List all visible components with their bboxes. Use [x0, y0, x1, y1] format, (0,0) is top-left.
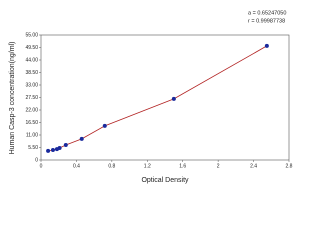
y-tick-label: 11.00 — [26, 132, 38, 138]
x-tick-label: 0.4 — [73, 163, 80, 169]
x-tick-label: 2.4 — [250, 163, 257, 169]
x-tick-label: 0 — [40, 163, 43, 169]
y-tick-label: 49.50 — [25, 45, 38, 51]
x-tick-label: 1.2 — [144, 163, 151, 169]
fit-curve — [48, 45, 268, 152]
x-tick-label: 2.8 — [286, 163, 293, 169]
stat-a: a = 0.65247050 — [248, 10, 286, 16]
x-axis-label: Optical Density — [141, 177, 189, 184]
x-tick-label: 2 — [217, 163, 220, 169]
y-tick-label: 16.50 — [25, 120, 38, 126]
point — [63, 143, 68, 147]
plot-frame — [40, 34, 290, 161]
y-tick-label: 0 — [35, 157, 38, 163]
chart: a = 0.65247050 r = 0.99987738 Optical De… — [9, 10, 293, 184]
point — [46, 148, 51, 153]
point — [264, 43, 269, 48]
point — [57, 145, 62, 150]
y-tick-label: 27.50 — [25, 95, 38, 101]
y-tick-label: 33.00 — [25, 82, 38, 88]
x-tick-label: 0.8 — [108, 163, 115, 169]
stat-r: r = 0.99987738 — [248, 18, 285, 24]
y-tick-label: 5.50 — [28, 145, 38, 151]
point — [171, 96, 176, 101]
point — [79, 136, 84, 141]
point — [102, 123, 107, 128]
point — [50, 148, 55, 152]
y-tick-label: 38.50 — [25, 70, 38, 76]
x-tick-label: 1.6 — [179, 163, 186, 169]
y-tick-label: 55.00 — [25, 32, 38, 38]
y-axis-label: Human Casp-3 concentration(ng/ml) — [9, 42, 16, 155]
y-tick-label: 44.00 — [25, 57, 38, 63]
y-tick-label: 22.00 — [25, 107, 38, 113]
